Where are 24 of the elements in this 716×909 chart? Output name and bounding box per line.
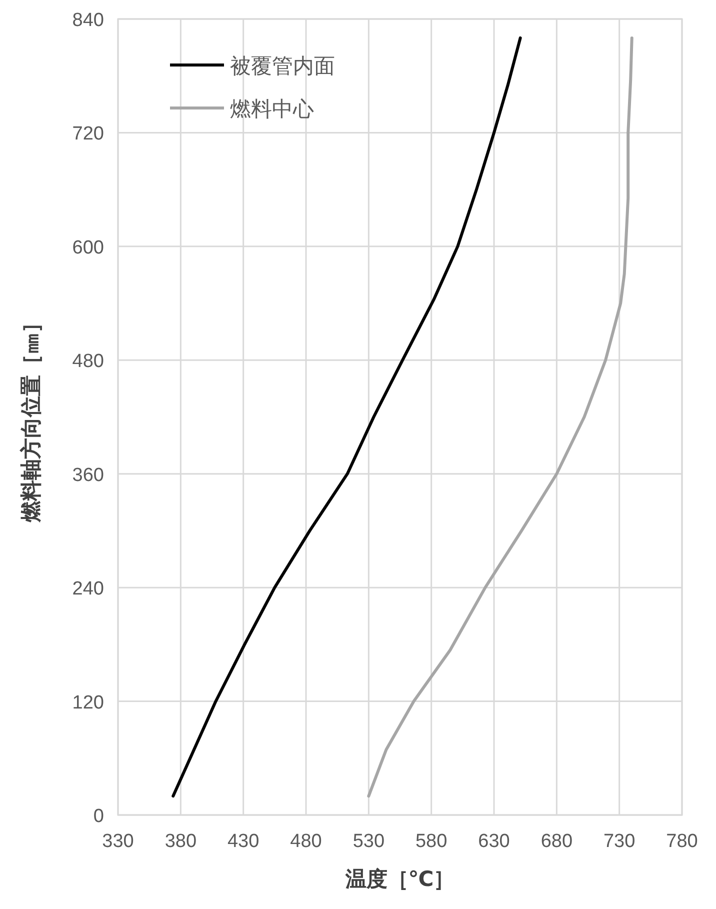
- line-series: [172, 36, 522, 798]
- y-tick-label: 0: [93, 806, 104, 827]
- x-axis-title: 温度［℃］: [344, 867, 455, 891]
- x-tick-label: 380: [164, 831, 197, 852]
- legend-label: 被覆管内面: [230, 55, 335, 78]
- line-series: [367, 36, 634, 798]
- y-tick-label: 600: [72, 237, 104, 258]
- y-tick-label: 480: [72, 351, 104, 372]
- x-tick-label: 680: [540, 831, 573, 852]
- y-tick-label: 360: [72, 464, 104, 486]
- x-tick-label: 330: [102, 831, 134, 852]
- x-tick-label: 580: [415, 831, 448, 852]
- y-tick-label: 120: [72, 692, 104, 714]
- x-tick-label: 480: [290, 831, 322, 852]
- x-tick-label: 730: [603, 831, 636, 852]
- x-tick-label: 430: [227, 831, 260, 852]
- x-tick-label: 630: [478, 831, 510, 852]
- y-tick-label: 840: [72, 10, 104, 31]
- x-tick-label: 780: [666, 831, 698, 852]
- x-tick-label: 530: [352, 831, 385, 852]
- y-axis-title: 燃料軸方向位置［㎜］: [19, 312, 43, 523]
- y-tick-label: 720: [72, 124, 104, 145]
- y-tick-label: 240: [72, 578, 104, 600]
- legend-label: 燃料中心: [230, 98, 314, 121]
